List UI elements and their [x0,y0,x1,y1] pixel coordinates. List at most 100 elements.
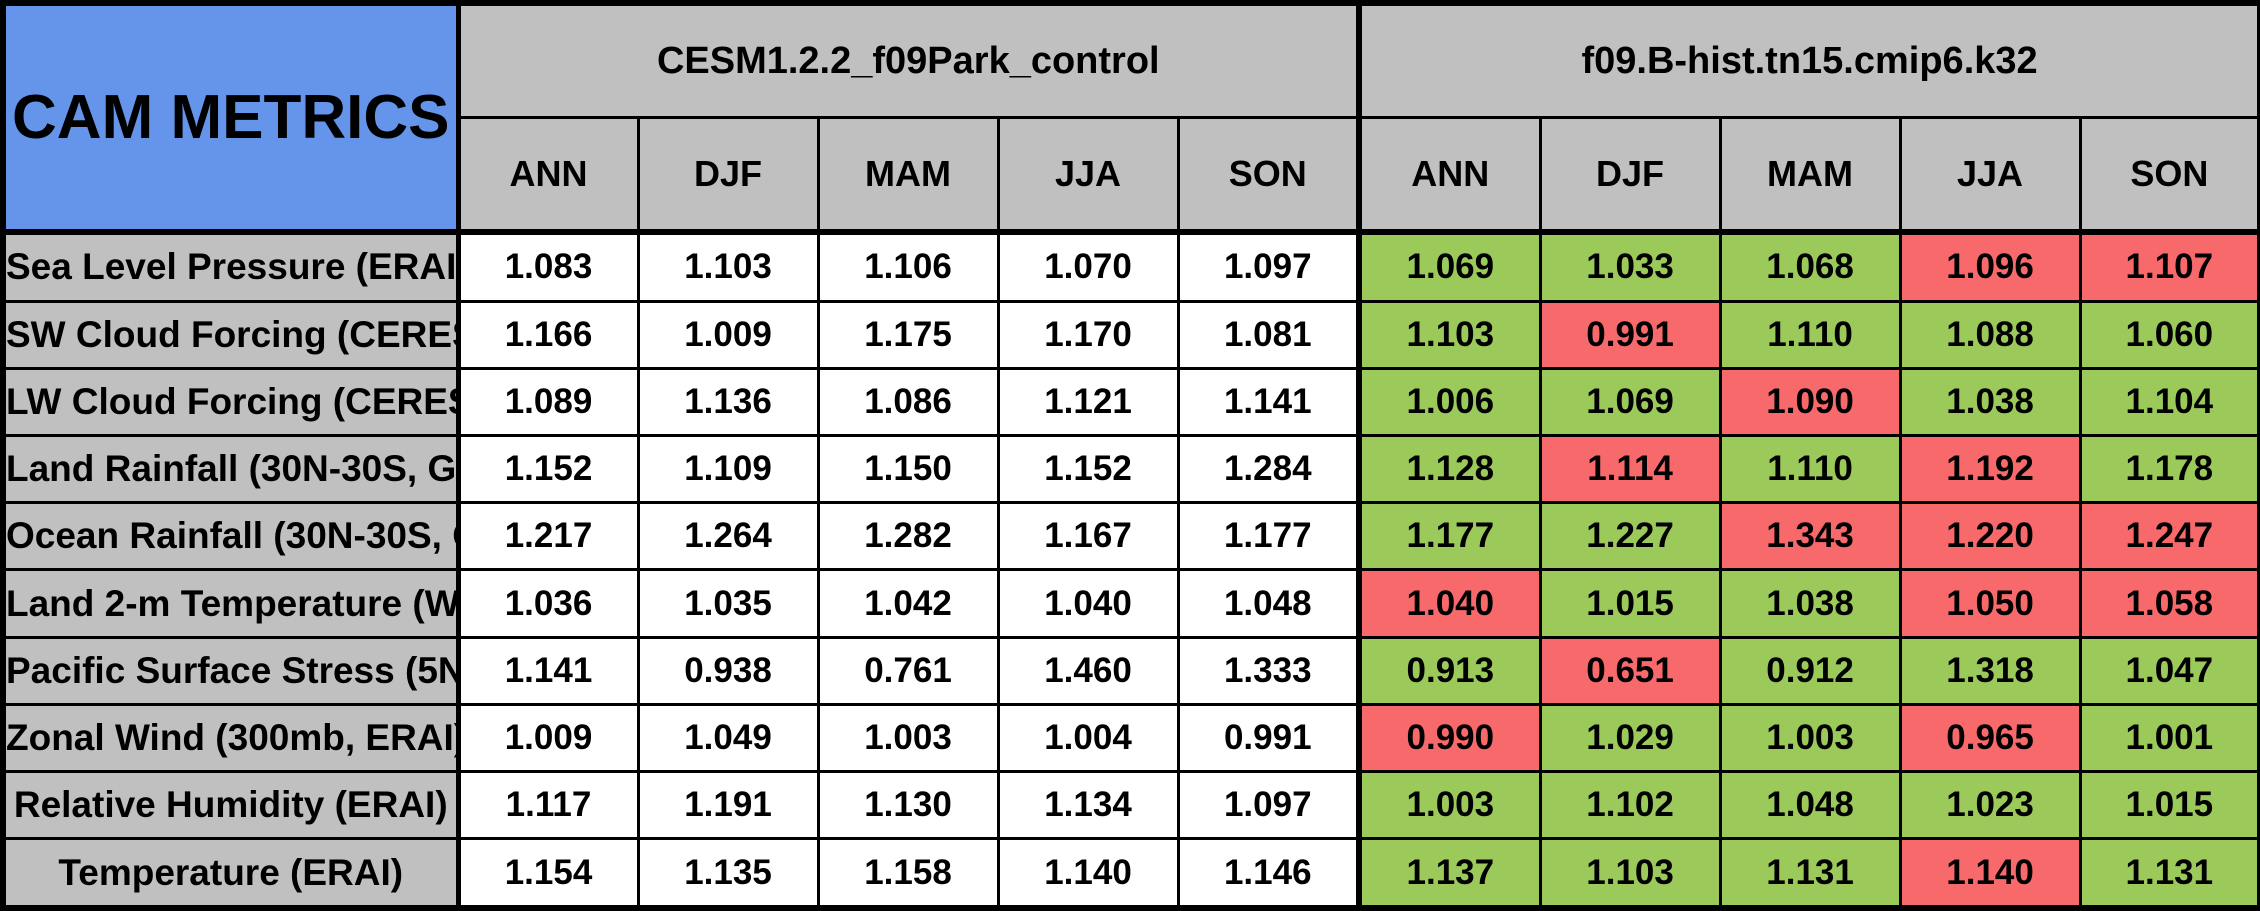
test-value-cell: 1.102 [1538,769,1722,841]
control-value-cell: 1.141 [456,635,640,706]
control-value-cell: 1.081 [1176,299,1361,371]
season-header: ANN [1356,116,1542,235]
model-header-row: CAM METRICS CESM1.2.2_f09Park_control f0… [1,1,2260,235]
metric-label-cell: Sea Level Pressure (ERAI) [1,230,461,303]
test-value-cell: 0.651 [1538,635,1722,706]
control-value-cell: 1.282 [816,501,1000,572]
control-value-cell: 1.191 [636,769,820,841]
control-value-cell: 1.003 [816,702,1000,773]
control-value-cell: 1.035 [636,568,820,639]
metric-label-cell: Ocean Rainfall (30N-30S, GPCP) [1,501,461,572]
season-header: DJF [636,116,820,235]
table-row: Temperature (ERAI) 1.154 1.135 1.158 1.140 1.… [1,837,2260,910]
control-value-cell: 1.136 [636,367,820,438]
test-value-cell: 1.247 [2078,501,2260,572]
control-value-cell: 1.146 [1176,837,1361,910]
control-value-cell: 1.086 [816,367,1000,438]
metric-label-cell: Pacific Surface Stress (5N-5S, ERS) [1,635,461,706]
table-row: Ocean Rainfall (30N-30S, GPCP)1.2171.264… [1,501,2260,572]
control-value-cell: 1.333 [1176,635,1361,706]
metric-label: Zonal Wind (300mb, ERAI) [6,716,456,758]
test-value-cell: 1.220 [1898,501,2082,572]
test-value-cell: 1.178 [2078,434,2260,505]
control-value-cell: 1.170 [996,299,1180,371]
metric-label-cell: Land Rainfall (30N-30S, GPCP) [1,434,461,505]
control-value-cell: 1.217 [456,501,640,572]
control-value-cell: 1.130 [816,769,1000,841]
test-value-cell: 1.088 [1898,299,2082,371]
test-value-cell: 1.038 [1718,568,1902,639]
test-value-cell: 1.177 [1356,501,1542,572]
control-value-cell: 1.009 [636,299,820,371]
control-value-cell: 1.042 [816,568,1000,639]
test-value-cell: 1.110 [1718,434,1902,505]
metric-label-cell: Zonal Wind (300mb, ERAI) [1,702,461,773]
metric-label: LW Cloud Forcing (CERES-EBAF) [6,381,453,423]
control-value-cell: 1.177 [1176,501,1361,572]
test-value-cell: 1.048 [1718,769,1902,841]
metric-label: Relative Humidity (ERAI) [13,783,448,825]
control-value-cell: 1.152 [996,434,1180,505]
control-value-cell: 1.097 [1176,769,1361,841]
test-value-cell: 1.104 [2078,367,2260,438]
metric-label: Temperature (ERAI) [58,851,404,893]
table-row: LW Cloud Forcing (CERES-EBAF)1.0891.1361… [1,367,2260,438]
test-value-cell: 1.069 [1538,367,1722,438]
test-value-cell: 1.047 [2078,635,2260,706]
control-value-cell: 1.089 [456,367,640,438]
control-value-cell: 1.106 [816,230,1000,303]
metric-label: Land Rainfall (30N-30S, GPCP) [6,448,456,490]
control-value-cell: 1.103 [636,230,820,303]
test-value-cell: 1.110 [1718,299,1902,371]
test-value-cell: 1.060 [2078,299,2260,371]
test-value-cell: 1.033 [1538,230,1722,303]
season-header: JJA [1898,116,2082,235]
metric-label-cell: LW Cloud Forcing (CERES-EBAF) [1,367,461,438]
table-row: Pacific Surface Stress (5N-5S, ERS)1.141… [1,635,2260,706]
metric-label: Ocean Rainfall (30N-30S, GPCP) [6,515,453,557]
control-value-cell: 1.284 [1176,434,1361,505]
test-value-cell: 1.015 [2078,769,2260,841]
test-value-cell: 1.103 [1356,299,1542,371]
metric-label-cell: Relative Humidity (ERAI) [1,769,461,841]
season-header: MAM [1718,116,1902,235]
control-value-cell: 1.036 [456,568,640,639]
test-value-cell: 1.058 [2078,568,2260,639]
control-value-cell: 1.140 [996,837,1180,910]
test-value-cell: 1.103 [1538,837,1722,910]
test-value-cell: 1.140 [1898,837,2082,910]
table-row: Zonal Wind (300mb, ERAI) 1.009 1.049 1.003 1… [1,702,2260,773]
control-value-cell: 0.761 [816,635,1000,706]
season-header: SON [1176,116,1361,235]
control-value-cell: 1.049 [636,702,820,773]
control-value-cell: 1.134 [996,769,1180,841]
test-value-cell: 0.990 [1356,702,1542,773]
test-value-cell: 1.096 [1898,230,2082,303]
table-row: Relative Humidity (ERAI) 1.117 1.191 1.130 1… [1,769,2260,841]
control-value-cell: 1.167 [996,501,1180,572]
table-row: Sea Level Pressure (ERAI) 1.083 1.103 1.106… [1,230,2260,303]
control-value-cell: 1.009 [456,702,640,773]
season-header-row: ANN DJF MAM JJA SON ANN DJF MAM JJA SON [3,116,2260,235]
season-header: DJF [1538,116,1722,235]
season-header: MAM [816,116,1000,235]
control-value-cell: 1.460 [996,635,1180,706]
control-value-cell: 1.264 [636,501,820,572]
control-value-cell: 0.991 [1176,702,1361,773]
control-value-cell: 1.097 [1176,230,1361,303]
test-value-cell: 1.068 [1718,230,1902,303]
test-value-cell: 0.912 [1718,635,1902,706]
season-header: SON [2078,116,2260,235]
season-header: ANN [456,116,640,235]
table-row: Land Rainfall (30N-30S, GPCP)1.1521.1091… [1,434,2260,505]
metric-label-cell: Temperature (ERAI) [1,837,461,910]
test-value-cell: 0.965 [1898,702,2082,773]
test-value-cell: 1.114 [1538,434,1722,505]
control-value-cell: 1.150 [816,434,1000,505]
control-value-cell: 1.117 [456,769,640,841]
test-value-cell: 1.023 [1898,769,2082,841]
test-value-cell: 1.227 [1538,501,1722,572]
test-value-cell: 1.343 [1718,501,1902,572]
table-row: SW Cloud Forcing (CERES-EBAF)1.1661.0091… [1,299,2260,371]
